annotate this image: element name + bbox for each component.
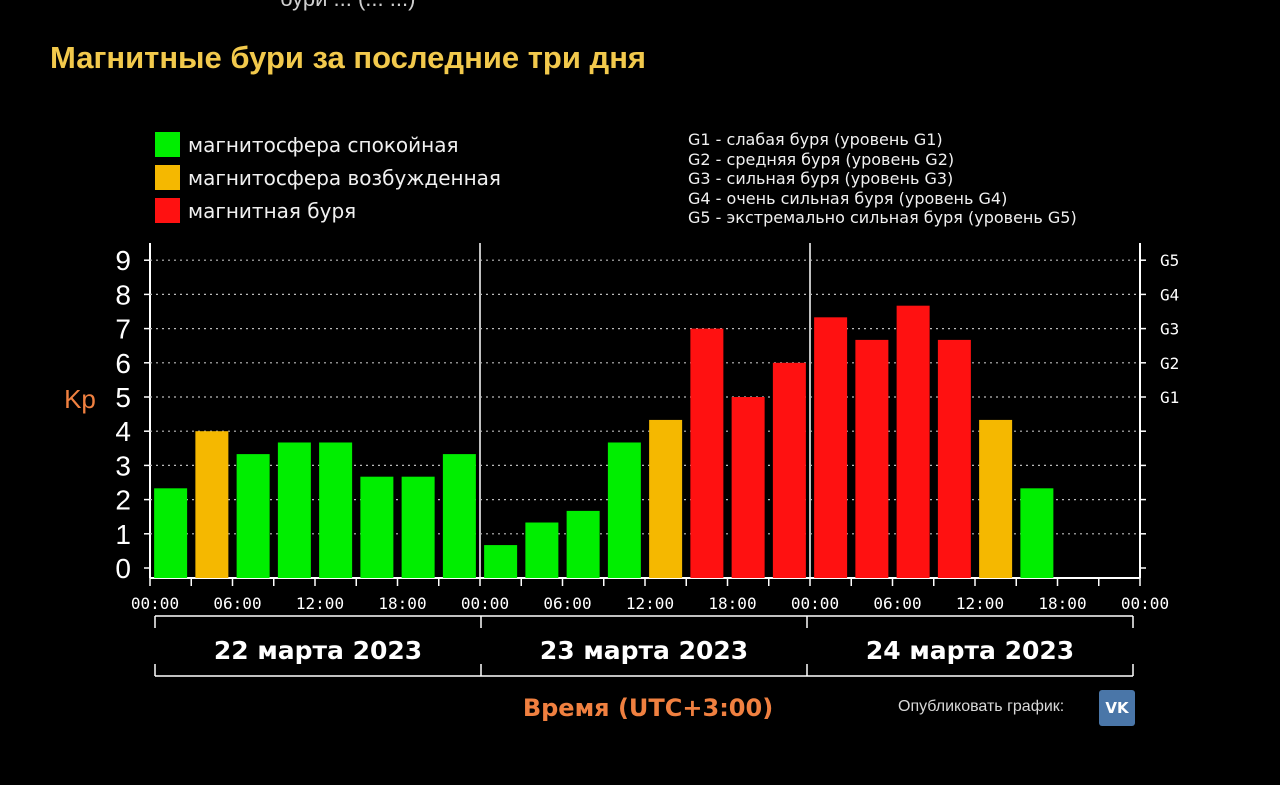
y-tick-label: 1 — [115, 519, 131, 550]
kp-bar — [154, 488, 188, 578]
x-tick-label: 00:00 — [1121, 594, 1169, 613]
legend-item-storm: магнитная буря — [155, 194, 501, 227]
g-level-label: G2 — [1160, 354, 1179, 373]
g-level-label: G3 — [1160, 320, 1179, 339]
x-tick-label: 12:00 — [296, 594, 344, 613]
day-label: 22 марта 2023 — [214, 636, 422, 665]
x-tick-label: 06:00 — [543, 594, 591, 613]
kp-bar — [855, 339, 889, 578]
kp-bar — [566, 510, 600, 578]
y-tick-label: 3 — [115, 450, 131, 481]
kp-bar — [236, 454, 270, 578]
g-level-label: G4 — [1160, 285, 1179, 304]
legend-swatch-quiet — [155, 132, 180, 157]
kp-bar — [607, 442, 641, 578]
legend-item-quiet: магнитосфера спокойная — [155, 128, 501, 161]
y-tick-label: 6 — [115, 348, 131, 379]
x-tick-label: 00:00 — [461, 594, 509, 613]
y-tick-label: 8 — [115, 279, 131, 310]
legend-swatch-active — [155, 165, 180, 190]
x-axis-label: Время (UTC+3:00) — [523, 694, 773, 722]
y-tick-label: 5 — [115, 382, 131, 413]
g-level-label: G1 — [1160, 388, 1179, 407]
kp-bar — [772, 362, 806, 578]
kp-bar — [277, 442, 311, 578]
vk-share-icon[interactable]: VK — [1099, 690, 1135, 726]
y-tick-label: 0 — [115, 553, 131, 584]
y-axis-label: Kp — [64, 384, 96, 414]
kp-bar — [195, 431, 229, 578]
kp-bar — [649, 419, 683, 578]
x-tick-label: 00:00 — [131, 594, 179, 613]
x-tick-label: 18:00 — [378, 594, 426, 613]
kp-bar — [484, 545, 518, 578]
x-tick-label: 18:00 — [1038, 594, 1086, 613]
legend-label-quiet: магнитосфера спокойная — [188, 132, 459, 157]
kp-bar — [814, 317, 848, 578]
x-tick-label: 06:00 — [213, 594, 261, 613]
kp-bar — [937, 339, 971, 578]
kp-bar — [979, 419, 1013, 578]
level-g1: G1 - слабая буря (уровень G1) — [688, 130, 943, 149]
level-g4: G4 - очень сильная буря (уровень G4) — [688, 188, 1008, 208]
kp-bar — [896, 305, 930, 578]
y-tick-label: 4 — [115, 416, 131, 447]
kp-bar — [319, 442, 353, 578]
y-tick-label: 7 — [115, 314, 131, 345]
day-label: 23 марта 2023 — [540, 636, 748, 665]
level-g5: G5 - экстремально сильная буря (уровень … — [688, 208, 1077, 227]
legend-label-storm: магнитная буря — [188, 198, 357, 223]
kp-bar — [1020, 488, 1054, 578]
kp-bar — [731, 397, 765, 578]
kp-bar — [360, 476, 394, 578]
kp-bar — [525, 522, 559, 578]
g-level-label: G5 — [1160, 251, 1179, 270]
day-label: 24 марта 2023 — [866, 636, 1074, 665]
y-tick-label: 2 — [115, 485, 131, 516]
storm-levels-legend: G1 - слабая буря (уровень G1) G2 - средн… — [688, 130, 1077, 228]
status-legend: магнитосфера спокойная магнитосфера возб… — [155, 128, 501, 227]
level-g3: G3 - сильная буря (уровень G3) — [688, 169, 954, 188]
legend-label-active: магнитосфера возбужденная — [188, 165, 501, 190]
page-title: Магнитные бури за последние три дня — [50, 40, 647, 75]
level-g2: G2 - средняя буря (уровень G2) — [688, 149, 955, 169]
legend-swatch-storm — [155, 198, 180, 223]
x-tick-label: 06:00 — [873, 594, 921, 613]
kp-bar — [690, 328, 724, 578]
legend-item-active: магнитосфера возбужденная — [155, 161, 501, 194]
x-tick-label: 18:00 — [708, 594, 756, 613]
x-tick-label: 00:00 — [791, 594, 839, 613]
x-tick-label: 12:00 — [626, 594, 674, 613]
x-tick-label: 12:00 — [956, 594, 1004, 613]
y-tick-label: 9 — [115, 245, 131, 276]
kp-bar — [401, 476, 435, 578]
cropped-header-text: бури ... (... ...) — [280, 0, 415, 12]
kp-bar — [442, 454, 476, 578]
publish-chart-label: Опубликовать график: — [898, 698, 1065, 715]
